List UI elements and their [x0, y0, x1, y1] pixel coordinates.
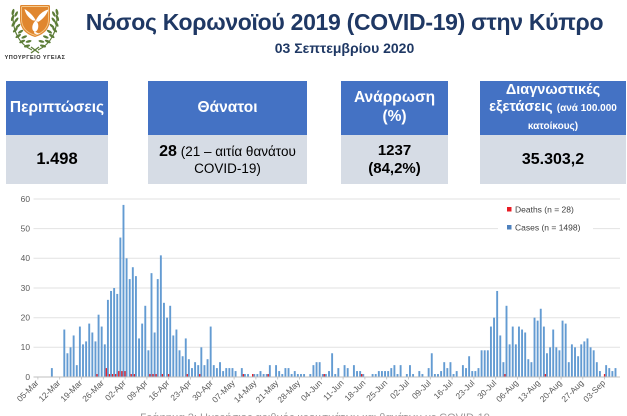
svg-text:12-Mar: 12-Mar — [36, 378, 62, 404]
svg-text:27-Aug: 27-Aug — [559, 378, 585, 404]
svg-text:07-May: 07-May — [210, 377, 237, 404]
svg-text:28-May: 28-May — [275, 377, 302, 404]
svg-text:Deaths (n = 28): Deaths (n = 28) — [515, 205, 574, 215]
svg-text:06-Aug: 06-Aug — [494, 378, 520, 404]
svg-text:Cases (n = 1498): Cases (n = 1498) — [515, 223, 581, 233]
svg-text:13-Aug: 13-Aug — [516, 378, 542, 404]
svg-text:11-Jun: 11-Jun — [321, 378, 346, 403]
svg-text:25-Jun: 25-Jun — [364, 378, 389, 403]
svg-text:03-Sep: 03-Sep — [581, 378, 607, 404]
svg-text:23-Apr: 23-Apr — [168, 378, 193, 403]
svg-text:04-Jun: 04-Jun — [299, 378, 324, 403]
svg-text:16-Jul: 16-Jul — [432, 378, 455, 401]
svg-text:21-May: 21-May — [253, 377, 280, 404]
svg-text:20-Aug: 20-Aug — [538, 378, 564, 404]
svg-text:0: 0 — [25, 372, 30, 382]
svg-text:10: 10 — [21, 342, 31, 352]
svg-text:09-Jul: 09-Jul — [410, 378, 433, 401]
svg-text:02-Apr: 02-Apr — [103, 378, 128, 403]
svg-text:40: 40 — [21, 253, 31, 263]
svg-text:20: 20 — [21, 313, 31, 323]
svg-text:18-Jun: 18-Jun — [342, 378, 367, 403]
svg-text:09-Apr: 09-Apr — [125, 378, 150, 403]
svg-text:23-Jul: 23-Jul — [453, 378, 476, 401]
svg-text:50: 50 — [21, 224, 31, 234]
svg-text:02-Jul: 02-Jul — [388, 378, 411, 401]
svg-text:30: 30 — [21, 283, 31, 293]
svg-text:26-Mar: 26-Mar — [80, 378, 106, 404]
svg-text:16-Apr: 16-Apr — [146, 378, 171, 403]
svg-text:19-Mar: 19-Mar — [58, 378, 84, 404]
svg-text:14-May: 14-May — [232, 377, 259, 404]
svg-text:60: 60 — [21, 194, 31, 204]
